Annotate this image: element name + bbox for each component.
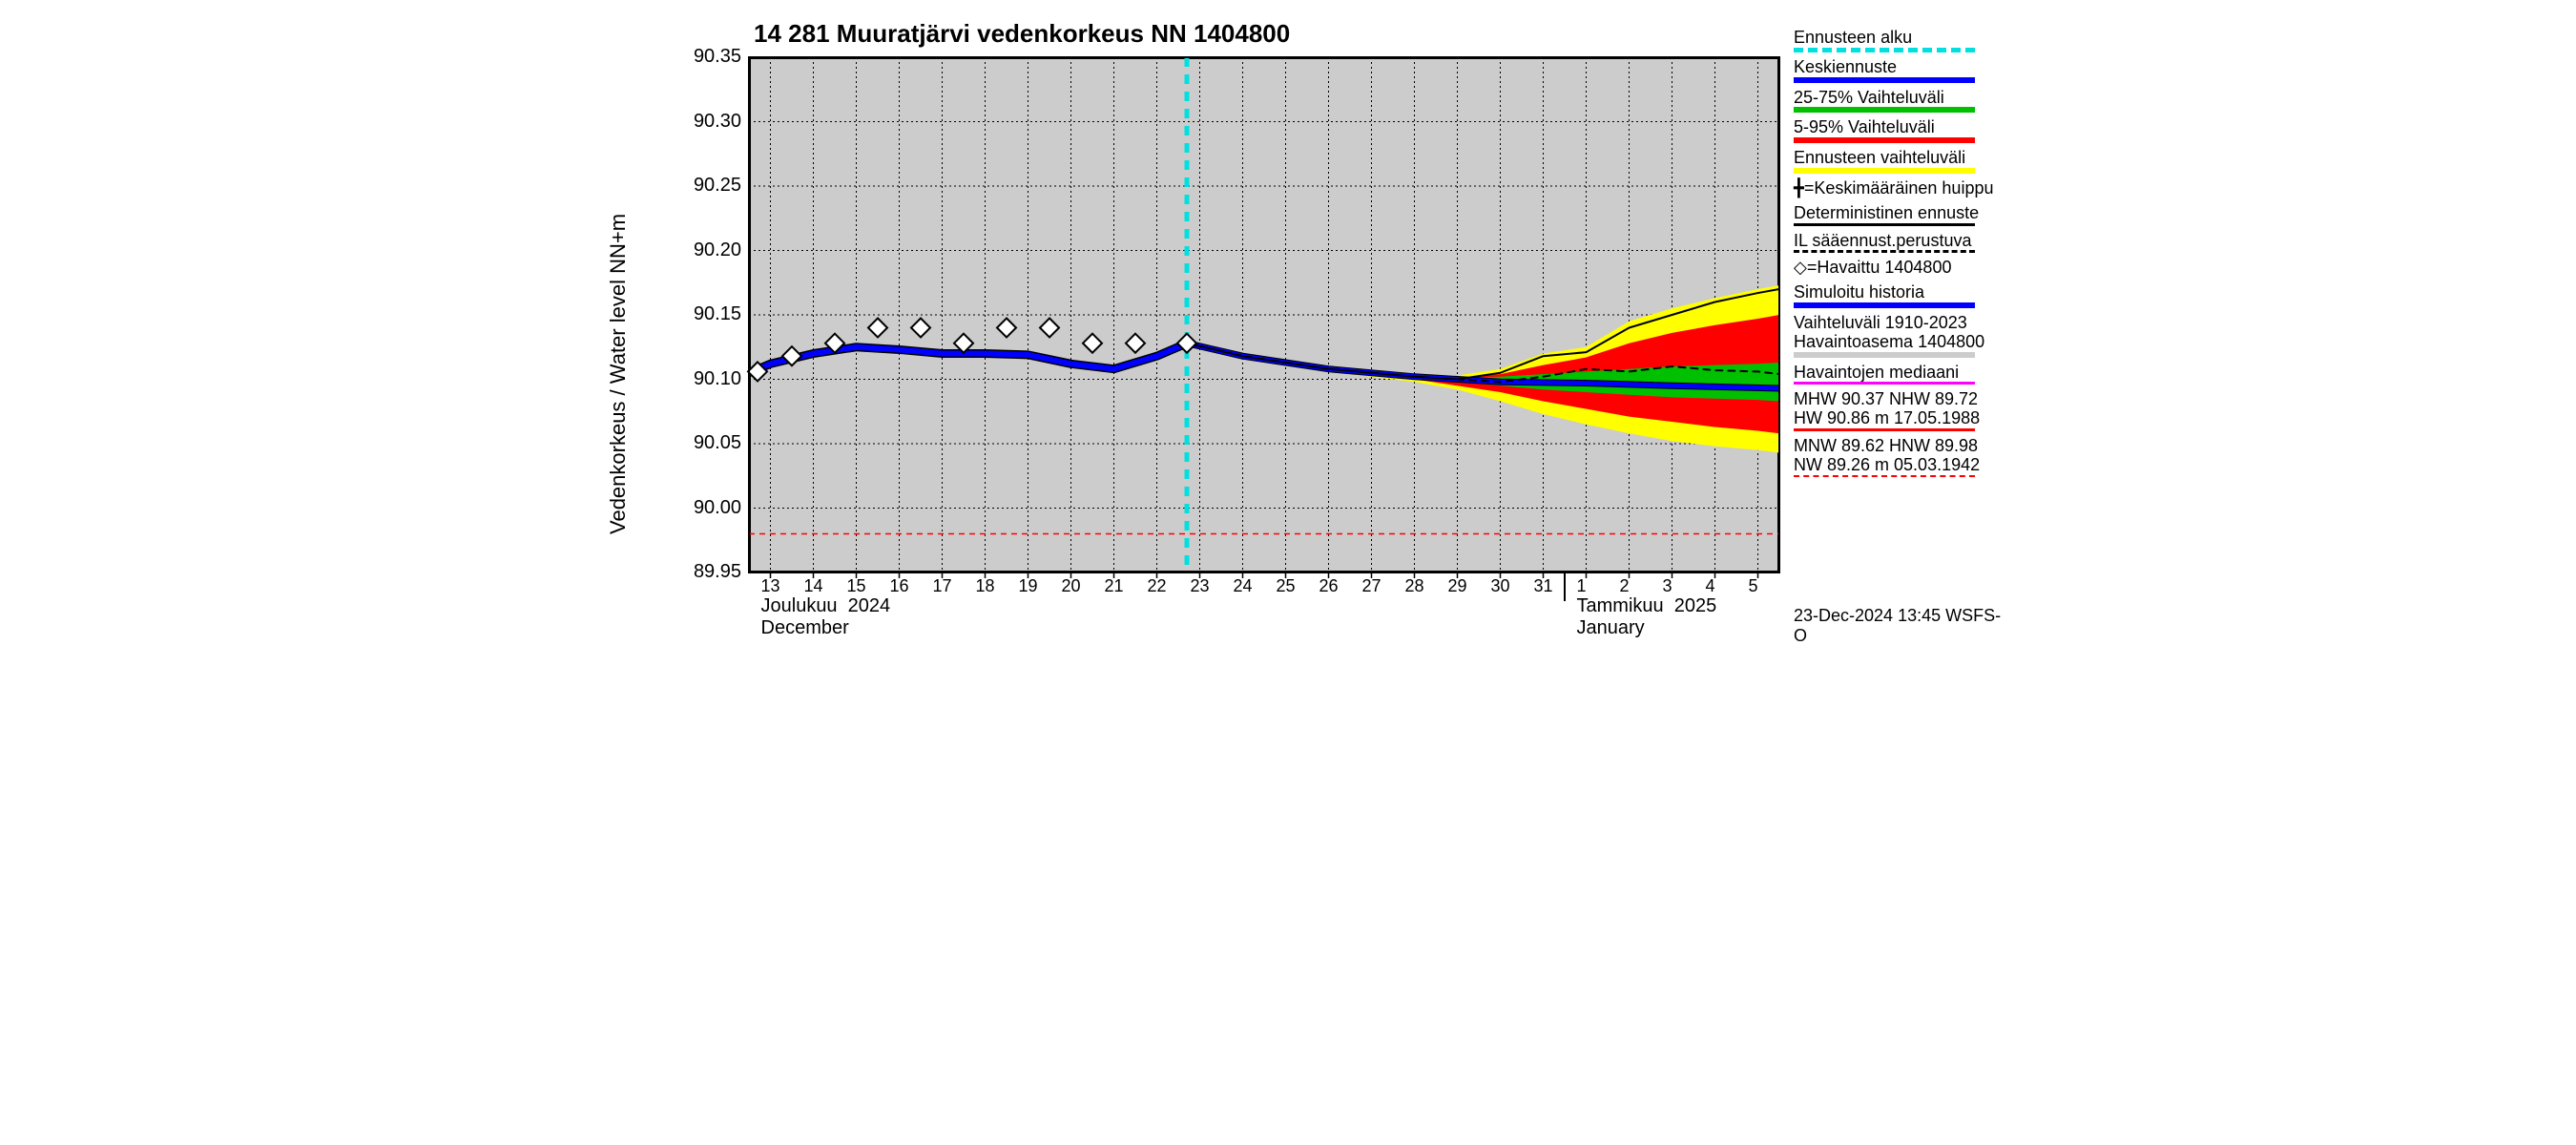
x-tick-label: 16 [890,576,909,596]
legend-swatch [1794,302,1975,308]
legend-label: Ennusteen vaihteluväli [1794,149,1994,168]
y-tick-label: 90.05 [665,432,741,454]
legend-item: MNW 89.62 HNW 89.98 NW 89.26 m 05.03.194… [1794,437,1994,477]
x-tick-label: 22 [1148,576,1167,596]
legend-swatch [1794,48,1975,52]
x-tick-label: 26 [1319,576,1339,596]
legend-label: ╋=Keskimääräinen huippu [1794,179,1994,198]
legend-label: 5-95% Vaihteluväli [1794,118,1994,137]
month-label: Joulukuu 2024 December [761,595,891,639]
legend-item: Vaihteluväli 1910-2023 Havaintoasema 140… [1794,314,1994,358]
legend-item: Deterministinen ennuste [1794,204,1994,226]
legend-swatch [1794,428,1975,431]
x-tick-label: 2 [1620,576,1630,596]
legend-label: Deterministinen ennuste [1794,204,1994,223]
legend-label: MNW 89.62 HNW 89.98 NW 89.26 m 05.03.194… [1794,437,1994,475]
y-tick-label: 90.15 [665,303,741,325]
y-tick-label: 90.35 [665,46,741,68]
y-tick-label: 90.10 [665,368,741,390]
legend-swatch [1794,352,1975,358]
legend-label: Ennusteen alku [1794,29,1994,48]
x-tick-label: 21 [1105,576,1124,596]
x-tick-label: 20 [1062,576,1081,596]
legend-label: Simuloitu historia [1794,283,1994,302]
x-tick-label: 25 [1277,576,1296,596]
legend-swatch [1794,107,1975,113]
legend-label: IL sääennust.perustuva [1794,232,1994,251]
legend-swatch [1794,382,1975,385]
legend-item: Ennusteen vaihteluväli [1794,149,1994,174]
x-tick-label: 28 [1405,576,1424,596]
x-tick-label: 4 [1706,576,1715,596]
legend-label: Keskiennuste [1794,58,1994,77]
x-tick-label: 29 [1448,576,1467,596]
x-tick-label: 5 [1749,576,1758,596]
legend-swatch [1794,250,1975,253]
legend-item: MHW 90.37 NHW 89.72 HW 90.86 m 17.05.198… [1794,390,1994,431]
legend: Ennusteen alku Keskiennuste 25-75% Vaihtel… [1794,29,1994,483]
legend-item: ◇=Havaittu 1404800 [1794,259,1994,281]
legend-item: ╋=Keskimääräinen huippu [1794,179,1994,202]
x-tick-label: 23 [1191,576,1210,596]
chart-container: 14 281 Muuratjärvi vedenkorkeus NN 14048… [572,0,2004,649]
chart-footer: 23-Dec-2024 13:45 WSFS-O [1794,606,2004,646]
y-tick-label: 90.20 [665,239,741,261]
x-tick-label: 14 [804,576,823,596]
legend-label: 25-75% Vaihteluväli [1794,89,1994,108]
legend-label: MHW 90.37 NHW 89.72 HW 90.86 m 17.05.198… [1794,390,1994,428]
y-tick-label: 90.25 [665,175,741,197]
x-tick-label: 30 [1491,576,1510,596]
legend-swatch [1794,77,1975,83]
x-tick-label: 31 [1534,576,1553,596]
legend-item: Ennusteen alku [1794,29,1994,52]
legend-item: IL sääennust.perustuva [1794,232,1994,254]
x-tick-label: 27 [1362,576,1381,596]
x-tick-label: 18 [976,576,995,596]
y-tick-label: 89.95 [665,561,741,583]
legend-label: Havaintojen mediaani [1794,364,1994,383]
legend-swatch [1794,475,1975,477]
legend-item: Havaintojen mediaani [1794,364,1994,385]
legend-label: ◇=Havaittu 1404800 [1794,259,1994,278]
legend-item: Keskiennuste [1794,58,1994,83]
x-tick-label: 13 [761,576,780,596]
month-label: Tammikuu 2025 January [1577,595,1717,639]
x-tick-label: 1 [1577,576,1587,596]
legend-item: 25-75% Vaihteluväli [1794,89,1994,114]
x-tick-label: 24 [1234,576,1253,596]
x-tick-label: 15 [847,576,866,596]
chart-svg [572,0,2004,649]
legend-item: Simuloitu historia [1794,283,1994,308]
legend-swatch [1794,223,1975,226]
legend-swatch [1794,137,1975,143]
x-tick-label: 19 [1019,576,1038,596]
y-tick-label: 90.30 [665,111,741,133]
x-tick-label: 17 [933,576,952,596]
legend-label: Vaihteluväli 1910-2023 Havaintoasema 140… [1794,314,1994,352]
y-tick-label: 90.00 [665,497,741,519]
legend-swatch [1794,168,1975,174]
x-tick-label: 3 [1663,576,1672,596]
legend-item: 5-95% Vaihteluväli [1794,118,1994,143]
